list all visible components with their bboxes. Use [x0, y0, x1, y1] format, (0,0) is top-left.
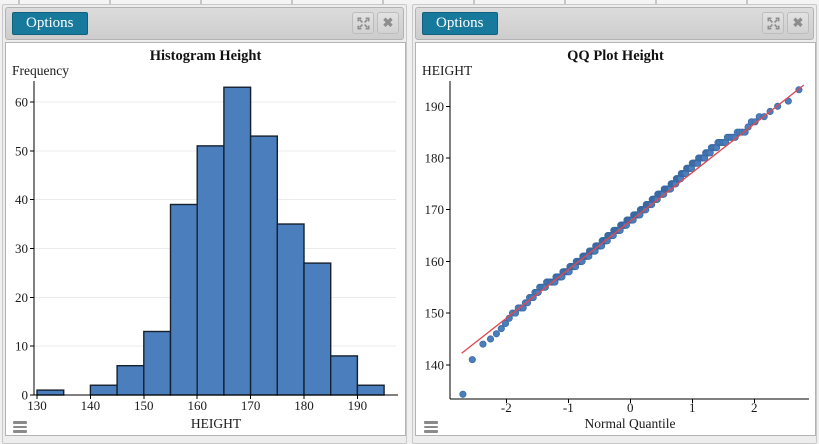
- x-tick-label: 1: [689, 400, 696, 415]
- x-tick-label: 130: [27, 398, 47, 413]
- histogram-bar: [116, 364, 145, 396]
- qq-point: [492, 330, 500, 338]
- x-tick-label: 2: [751, 400, 758, 415]
- x-tick-label: -2: [501, 400, 512, 415]
- y-tick-label: 140: [425, 357, 445, 372]
- qq-point: [459, 390, 467, 398]
- close-x-icon: ✖: [382, 15, 394, 30]
- histogram-bar: [36, 389, 65, 396]
- x-tick-label: 140: [81, 398, 101, 413]
- histogram-bar: [196, 145, 225, 396]
- window-controls: ✖: [352, 12, 399, 34]
- y-tick-label: 50: [15, 143, 28, 158]
- qq-point: [486, 335, 495, 343]
- options-button[interactable]: Options: [422, 12, 498, 35]
- axes: [30, 81, 398, 399]
- axes: [446, 81, 809, 403]
- x-tick-label: 170: [241, 398, 261, 413]
- histogram-panel-header: Options ✖: [5, 7, 404, 40]
- expand-button[interactable]: [762, 12, 784, 34]
- histogram-bar: [143, 330, 172, 396]
- hamburger-menu-icon: [424, 421, 438, 424]
- y-tick-label: 180: [425, 151, 445, 166]
- y-tick-label: 60: [15, 94, 28, 109]
- qq-point: [497, 325, 505, 333]
- chart-menu-button[interactable]: [13, 421, 30, 435]
- chart-menu-button[interactable]: [424, 421, 441, 435]
- histogram-plot: 0 10 20 30 40 50 60 130 140 150 160 170 180 190: [15, 81, 398, 413]
- hamburger-menu-icon: [13, 421, 27, 424]
- x-tick-label: 190: [348, 398, 368, 413]
- close-x-icon: ✖: [792, 15, 804, 30]
- options-button[interactable]: Options: [12, 12, 88, 35]
- window-controls: ✖: [762, 12, 809, 34]
- x-tick-label: 0: [627, 400, 634, 415]
- top-cropped-strip: [0, 0, 819, 4]
- y-tick-label: 190: [425, 99, 445, 114]
- qq-point: [468, 356, 476, 364]
- qq-point: [479, 340, 487, 348]
- qq-plot-panel: Options ✖ QQ Plot Height HEIGHT 140 150 16…: [412, 4, 817, 444]
- y-tick-label: 40: [15, 192, 28, 207]
- close-button[interactable]: ✖: [787, 12, 809, 34]
- reference-line: [461, 84, 805, 354]
- y-tick-label: 150: [425, 306, 445, 321]
- histogram-title: Histogram Height: [149, 48, 262, 64]
- y-tick-label: 0: [22, 388, 29, 403]
- histogram-panel: Options ✖ Histogram Height Frequency 0 10…: [2, 4, 407, 444]
- qq-panel-header: Options ✖: [415, 7, 814, 40]
- y-tick-label: 170: [425, 202, 445, 217]
- qq-plot: 140 150 160 170 180 190 -2 -1 0 1 2: [425, 81, 809, 415]
- qq-chart-area: QQ Plot Height HEIGHT 140 150 160 170 180 190…: [415, 42, 816, 436]
- qq-y-axis-label: HEIGHT: [422, 63, 473, 78]
- qq-points: [459, 86, 803, 398]
- histogram-bar: [249, 135, 279, 396]
- qq-point: [751, 118, 759, 126]
- histogram-chart-area: Histogram Height Frequency 0 10 20 30 40 50 60…: [5, 42, 406, 436]
- x-tick-label: 180: [294, 398, 314, 413]
- histogram-bar: [169, 203, 198, 396]
- y-tick-label: 160: [425, 254, 445, 269]
- x-tick-label: 150: [134, 398, 154, 413]
- histogram-bar: [223, 86, 252, 396]
- x-tick-label: 160: [187, 398, 207, 413]
- qq-x-axis-label: Normal Quantile: [584, 416, 676, 431]
- histogram-bar: [276, 223, 305, 396]
- y-tick-label: 30: [15, 241, 28, 256]
- histogram-x-axis-label: HEIGHT: [190, 416, 242, 431]
- y-tick-label: 10: [15, 339, 28, 354]
- histogram-bar: [303, 262, 332, 396]
- qq-point: [501, 319, 510, 327]
- histogram-bar: [330, 355, 359, 396]
- histogram-bars: [36, 86, 385, 396]
- expand-arrows-icon: [766, 16, 780, 30]
- qq-title: QQ Plot Height: [567, 48, 664, 64]
- y-tick-label: 20: [15, 290, 28, 305]
- x-tick-label: -1: [563, 400, 574, 415]
- close-button[interactable]: ✖: [377, 12, 399, 34]
- histogram-y-axis-label: Frequency: [12, 63, 69, 78]
- expand-arrows-icon: [356, 16, 370, 30]
- expand-button[interactable]: [352, 12, 374, 34]
- histogram-bar: [89, 384, 118, 396]
- histogram-bar: [356, 384, 385, 396]
